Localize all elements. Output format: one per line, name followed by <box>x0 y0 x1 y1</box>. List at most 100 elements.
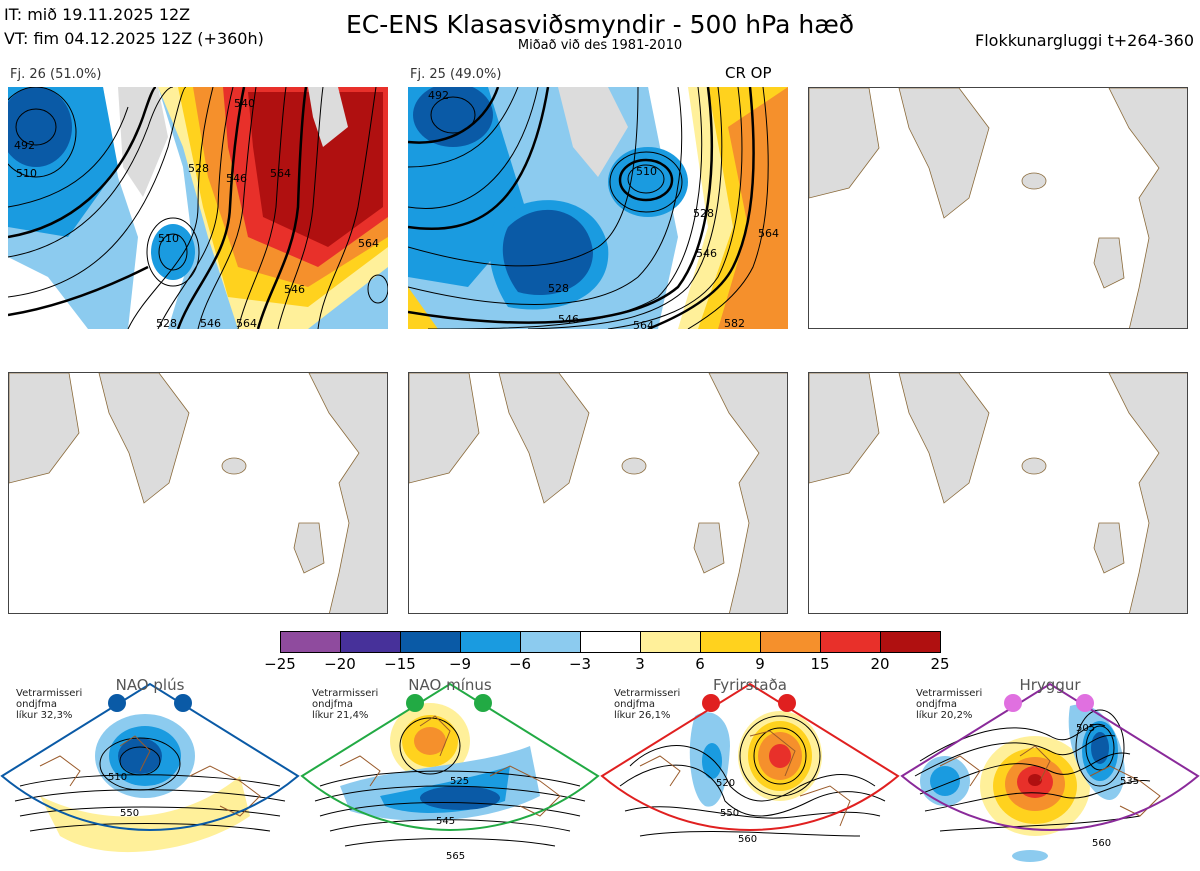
greenland-land <box>898 88 990 219</box>
base-map <box>9 373 387 613</box>
regime-4-caption: Vetrarmisseri ondjfma líkur 20,2% <box>916 688 982 721</box>
contour-label: 582 <box>724 317 745 329</box>
contour-labels: 492 510 528 528 546 546 564 564 582 <box>428 89 779 329</box>
page-subtitle: Miðað við des 1981-2010 <box>517 38 683 53</box>
contour-label: 510 <box>636 165 657 178</box>
height-contours <box>8 87 388 329</box>
colorbar-tick: 6 <box>695 655 705 673</box>
regime-1-caption: Vetrarmisseri ondjfma líkur 32,3% <box>16 688 82 721</box>
colorbar-swatch <box>461 632 521 652</box>
contour-label: 564 <box>236 317 257 329</box>
europe-land <box>708 373 787 613</box>
caption-line: Vetrarmisseri <box>614 688 681 699</box>
greenland-land <box>558 87 628 177</box>
regime-fyrirstada[interactable]: 520 550 560 <box>600 676 900 871</box>
land-area <box>308 87 348 147</box>
contour-labels: 492 510 528 546 540 564 510 528 546 564 … <box>14 97 379 329</box>
regime-1-name: NAO plús <box>115 676 185 694</box>
colorbar-tick: −25 <box>264 655 296 673</box>
height-contours <box>408 87 769 329</box>
classification-window: Flokkunargluggi t+264-360 <box>975 31 1194 50</box>
contour-label: 505 <box>1076 723 1095 734</box>
caption-line: ondjfma <box>312 699 353 710</box>
anomaly-area <box>930 766 960 796</box>
regime-nao-minus[interactable]: 525 545 565 <box>300 676 600 871</box>
contour-label: 546 <box>696 247 717 260</box>
regime-frame <box>0 682 300 831</box>
contour-label: 528 <box>548 282 569 295</box>
contour-label: 560 <box>1092 838 1111 849</box>
cluster-2-tag: CR OP <box>725 64 772 82</box>
regime-map: 520 550 560 <box>600 682 900 845</box>
cluster-2-label: Fj. 25 (49.0%) <box>410 67 502 82</box>
contour-label: 528 <box>693 207 714 220</box>
cluster-map-1[interactable]: 492 510 528 546 540 564 510 528 546 564 … <box>8 87 388 329</box>
regime-nao-plus[interactable]: 510 550 <box>0 676 300 871</box>
caption-line: líkur 20,2% <box>916 710 973 721</box>
contour-label: 564 <box>633 319 654 329</box>
caption-line: Vetrarmisseri <box>16 688 83 699</box>
colorbar-tick: −15 <box>384 655 416 673</box>
height-contours <box>14 737 286 832</box>
page-title: EC-ENS Klasasviðsmyndir - 500 hPa hæð <box>345 10 855 39</box>
anomaly-area <box>408 287 438 329</box>
regime-map: 525 545 565 <box>300 682 600 862</box>
contour-label: 550 <box>720 808 739 819</box>
coastlines <box>939 745 1161 817</box>
anomaly-area <box>8 87 72 167</box>
europe-land <box>1108 88 1187 328</box>
contour-label: 540 <box>234 97 255 110</box>
colorbar-swatch <box>761 632 821 652</box>
cluster-map-2[interactable]: 492 510 528 528 546 546 564 564 582 <box>408 87 788 329</box>
colorbar-tick: −9 <box>448 655 472 673</box>
regime-hryggur[interactable]: 505 535 560 <box>900 676 1200 871</box>
coastlines <box>639 730 851 827</box>
contour-label: 546 <box>558 313 579 326</box>
canada-land <box>9 373 80 484</box>
regime-2-caption: Vetrarmisseri ondjfma líkur 21,4% <box>312 688 378 721</box>
coastlines <box>339 715 561 817</box>
regime-1-marker <box>174 694 192 712</box>
anomaly-area <box>769 744 791 768</box>
anomaly-area <box>414 727 446 755</box>
contour-label: 492 <box>14 139 35 152</box>
regime-frame <box>300 682 600 831</box>
colorbar <box>280 631 941 653</box>
regime-4-marker <box>1004 694 1022 712</box>
regime-map: 510 550 <box>0 682 300 853</box>
caption-line: Vetrarmisseri <box>916 688 983 699</box>
anomaly-area <box>502 209 593 296</box>
britain-land <box>1093 237 1125 289</box>
regime-3-marker <box>702 694 720 712</box>
contour-label: 510 <box>158 232 179 245</box>
iceland-land <box>1021 457 1047 475</box>
anomaly-area <box>118 738 162 774</box>
contour-label: 535 <box>1120 776 1139 787</box>
regime-frame <box>600 682 900 831</box>
contour-label: 546 <box>226 172 247 185</box>
contour-label: 545 <box>436 816 455 827</box>
canada-land <box>809 373 880 484</box>
regime-3-name: Fyrirstaða <box>713 676 787 694</box>
colorbar-tick: −3 <box>568 655 592 673</box>
cluster-1-label: Fj. 26 (51.0%) <box>10 67 102 82</box>
contour-label: 546 <box>284 283 305 296</box>
greenland-land <box>98 373 190 504</box>
anomaly-area <box>718 87 788 329</box>
anomaly-area <box>151 224 195 280</box>
colorbar-swatch <box>641 632 701 652</box>
empty-map-4 <box>8 372 388 614</box>
colorbar-swatch <box>701 632 761 652</box>
bold-contours <box>8 87 308 329</box>
greenland-land <box>898 373 990 504</box>
canada-land <box>409 373 480 484</box>
caption-line: líkur 26,1% <box>614 710 671 721</box>
initial-time: IT: mið 19.11.2025 12Z <box>4 5 191 24</box>
regime-map: 505 535 560 <box>900 682 1200 862</box>
contour-label: 564 <box>358 237 379 250</box>
contour-label: 525 <box>450 776 469 787</box>
bold-contours <box>408 87 755 329</box>
regime-2-marker <box>474 694 492 712</box>
colorbar-tick: −6 <box>508 655 532 673</box>
contour-label: 510 <box>16 167 37 180</box>
